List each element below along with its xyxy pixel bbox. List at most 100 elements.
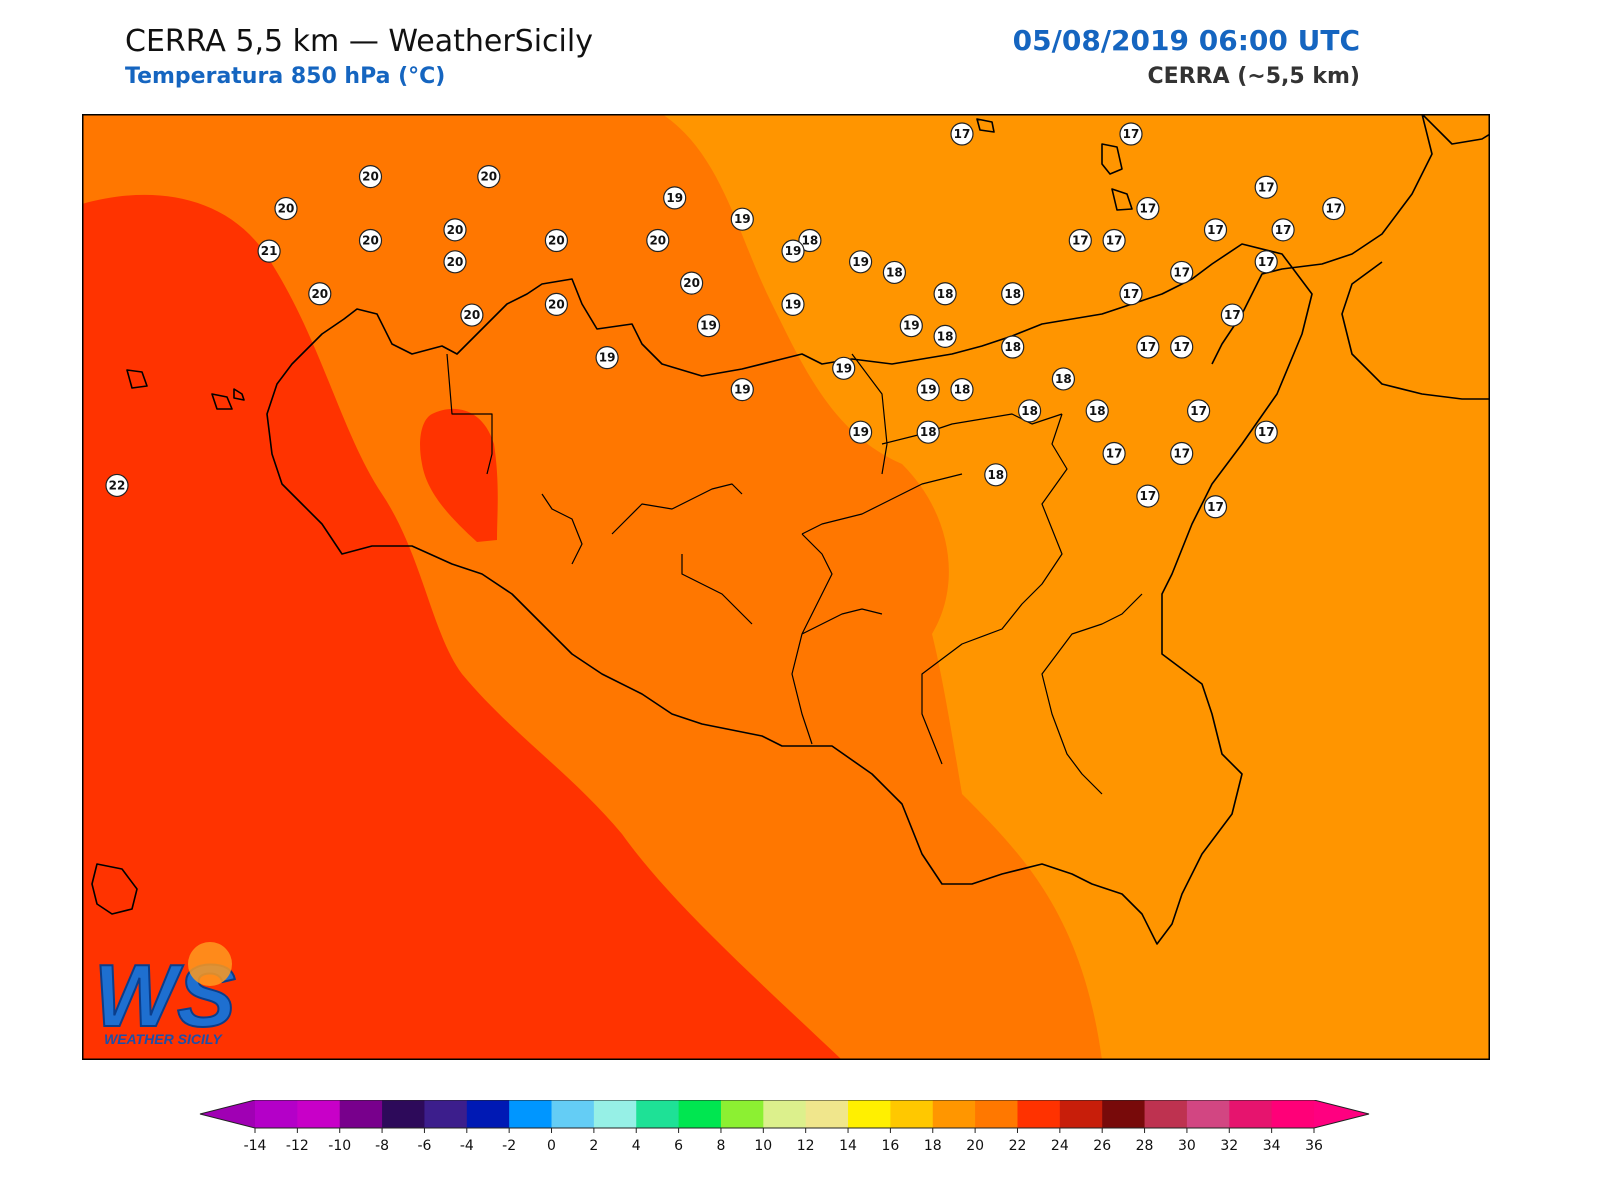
colorbar-segment	[636, 1100, 680, 1128]
temperature-label-value: 20	[447, 255, 464, 269]
colorbar-tick-label: 30	[1178, 1138, 1196, 1154]
temperature-label: 19	[595, 346, 619, 370]
temperature-label-circle	[1186, 399, 1211, 423]
colorbar-tick-label: 20	[966, 1138, 984, 1154]
colorbar-tick-label: 28	[1136, 1138, 1154, 1154]
temperature-label-circle	[1170, 335, 1194, 359]
temperature-label: 19	[730, 207, 754, 231]
colorbar-segment	[424, 1100, 468, 1128]
temperature-label-circle	[696, 314, 721, 338]
temperature-label: 17	[1170, 335, 1194, 359]
colorbar-tick-label: -8	[375, 1138, 389, 1154]
colorbar-tick-label: 32	[1220, 1138, 1238, 1154]
temperature-label-circle	[1017, 399, 1042, 423]
colorbar-segment	[1059, 1100, 1103, 1128]
colorbar-over-arrow	[1314, 1100, 1369, 1128]
colorbar-segment	[932, 1100, 976, 1128]
temperature-label-value: 17	[1140, 489, 1157, 503]
temperature-label-value: 20	[683, 276, 700, 290]
temperature-label-circle	[916, 378, 940, 402]
temperature-label: 17	[1203, 495, 1228, 519]
temperature-label-value: 19	[734, 212, 751, 226]
temperature-label-value: 19	[700, 319, 717, 333]
temperature-label: 18	[916, 420, 940, 444]
temperature-label-value: 17	[1207, 500, 1224, 514]
colorbar-tick-labels: -14 -12 -10 -8 -6 -4 -2 0 2 4 6 8 10 12 14 16 18 20 22 24 26…	[244, 1128, 1323, 1154]
temperature-label: 19	[848, 420, 873, 444]
temperature-label-value: 19	[666, 191, 683, 205]
temperature-label: 20	[274, 196, 298, 221]
colorbar-segment	[466, 1100, 510, 1128]
temperature-label-circle	[882, 260, 907, 285]
colorbar-segment	[255, 1100, 298, 1128]
colorbar-tick-label: 8	[716, 1138, 725, 1154]
colorbar-tick-label: 0	[547, 1138, 556, 1154]
logo-letters: WS	[94, 946, 236, 1045]
temperature-label: 18	[1085, 399, 1109, 423]
temperature-label: 20	[358, 164, 383, 189]
temperature-label-value: 20	[649, 234, 666, 248]
temperature-label-value: 18	[1021, 404, 1038, 418]
temperature-label: 19	[832, 356, 856, 380]
temperature-label-circle	[832, 356, 856, 380]
temperature-label-value: 18	[937, 329, 954, 343]
temperature-label: 18	[1051, 367, 1076, 391]
colorbar-tick-label: 6	[674, 1138, 683, 1154]
colorbar-segment	[593, 1100, 637, 1128]
temperature-label-circle	[781, 239, 805, 263]
temperature-label-value: 18	[802, 234, 819, 248]
temperature-label-circle	[443, 250, 467, 274]
band-20-22	[82, 194, 842, 1060]
colorbar-tick-label: 12	[797, 1138, 815, 1154]
map-frame	[82, 114, 1490, 1060]
temperature-label: 17	[1186, 399, 1211, 423]
temperature-label-value: 19	[852, 425, 869, 439]
temperature-label-circle	[1203, 495, 1228, 519]
colorbar-tick-label: -4	[460, 1138, 474, 1154]
temperature-label-value: 20	[548, 297, 565, 311]
temperature-label-value: 18	[1004, 340, 1021, 354]
temperature-label: 20	[460, 303, 484, 327]
temperature-label-circle	[899, 314, 923, 338]
sicily-coastline	[266, 243, 1313, 945]
temperature-label: 19	[696, 314, 721, 338]
temperature-label-value: 18	[1055, 372, 1072, 386]
temperature-label-circle	[1170, 441, 1194, 466]
colorbar-segment	[848, 1100, 891, 1128]
temperature-label-value: 20	[464, 308, 481, 322]
temperature-label-value: 20	[548, 234, 565, 248]
colorbar-segment	[551, 1100, 595, 1128]
colorbar-segment	[805, 1100, 849, 1128]
temperature-label: 20	[477, 164, 501, 189]
temperature-label: 18	[1001, 335, 1025, 359]
temperature-label-circle	[950, 378, 974, 402]
colorbar-under-arrow	[200, 1100, 255, 1128]
temperature-label-value: 18	[987, 468, 1004, 482]
temperature-label-value: 21	[261, 244, 278, 258]
temperature-label-value: 17	[1258, 180, 1275, 194]
temperature-label-value: 18	[1089, 404, 1106, 418]
temperature-label-value: 17	[1258, 255, 1275, 269]
model-name: CERRA (~5,5 km)	[1147, 64, 1360, 89]
temperature-label-circle	[544, 228, 568, 253]
temperature-label-circle	[1119, 282, 1143, 306]
temperature-label-value: 22	[109, 478, 126, 492]
colorbar-tick-label: -2	[502, 1138, 516, 1154]
temperature-label: 18	[882, 260, 907, 285]
temperature-label: 19	[781, 239, 805, 263]
temperature-label: 17	[1271, 218, 1295, 242]
temperature-label: 18	[933, 282, 957, 306]
temperature-label-value: 19	[734, 383, 751, 397]
temperature-label-circle	[1001, 282, 1025, 306]
colorbar-segments	[199, 1100, 1370, 1129]
temperature-label: 21	[257, 239, 281, 263]
temperature-label-value: 17	[1224, 308, 1241, 322]
temperature-label: 17	[1119, 282, 1143, 306]
temperature-label-value: 19	[852, 255, 869, 269]
temperature-label-circle	[1068, 228, 1092, 253]
temperature-label: 17	[1136, 484, 1160, 508]
temperature-label-circle	[1085, 399, 1109, 423]
temperature-label-circle	[1220, 303, 1245, 327]
temperature-label: 17	[1254, 250, 1278, 274]
colorbar-segment	[678, 1100, 722, 1128]
